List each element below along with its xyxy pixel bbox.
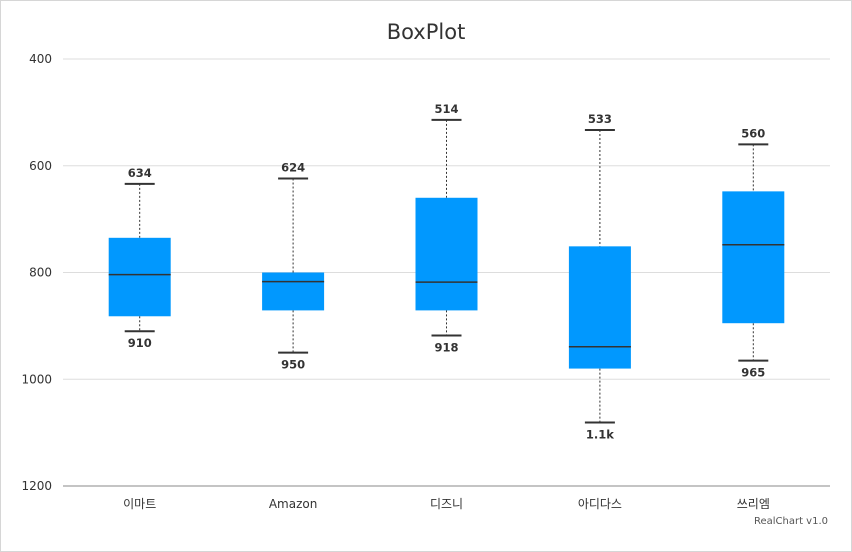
chart-title: BoxPlot xyxy=(386,20,466,44)
box xyxy=(415,197,478,311)
y-tick-label: 400 xyxy=(29,52,52,66)
low-value-label: 624 xyxy=(281,161,305,175)
x-tick-label: 이마트 xyxy=(123,497,156,511)
low-value-label: 533 xyxy=(588,112,612,126)
high-value-label: 918 xyxy=(434,340,458,354)
low-value-label: 560 xyxy=(741,126,765,140)
high-value-label: 950 xyxy=(281,358,305,372)
box xyxy=(262,272,325,311)
high-value-label: 910 xyxy=(128,336,152,350)
box xyxy=(108,237,171,317)
box xyxy=(722,191,785,324)
chart-credit: RealChart v1.0 xyxy=(753,516,828,527)
x-tick-label: 쓰리엠 xyxy=(737,497,770,511)
x-tick-label: 아디다스 xyxy=(578,497,622,511)
low-value-label: 634 xyxy=(128,166,152,180)
y-tick-label: 800 xyxy=(29,266,52,280)
y-tick-label: 600 xyxy=(29,159,52,173)
y-tick-label: 1200 xyxy=(21,479,52,493)
x-tick-label: Amazon xyxy=(269,497,318,511)
high-value-label: 965 xyxy=(741,366,765,380)
y-tick-label: 1000 xyxy=(21,372,52,386)
x-tick-label: 디즈니 xyxy=(430,497,463,511)
high-value-label: 1.1k xyxy=(586,427,614,441)
box xyxy=(568,246,631,369)
low-value-label: 514 xyxy=(434,102,458,116)
